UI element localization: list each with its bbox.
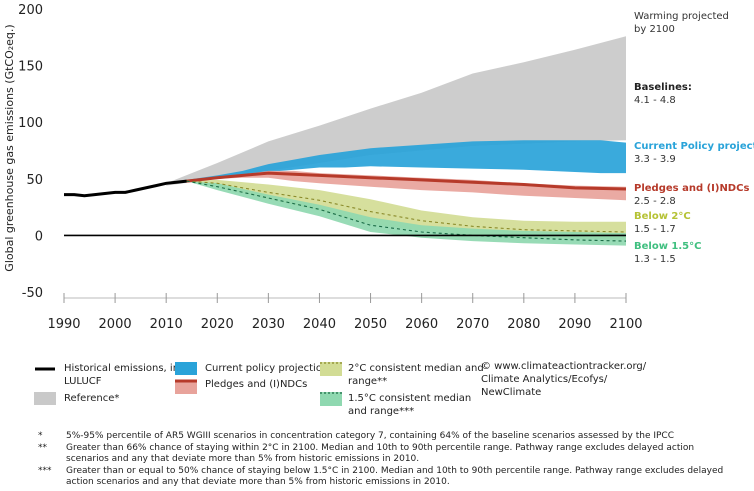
- x-tick-label: 2020: [201, 317, 234, 332]
- below15-title: Below 1.5°C: [634, 241, 702, 252]
- below2-label: Below 2°C 1.5 - 1.7: [634, 210, 691, 236]
- x-tick-label: 2060: [405, 317, 438, 332]
- 1-5-c-consistent-median-and-range-median-line: [186, 180, 627, 242]
- below2-value: 1.5 - 1.7: [634, 224, 676, 235]
- x-tick-label: 2090: [558, 317, 591, 332]
- reference-band: [166, 36, 626, 186]
- baselines-value: 4.1 - 4.8: [634, 95, 676, 106]
- y-axis-label: Global greenhouse gas emissions (GtCO₂eq…: [3, 24, 16, 271]
- footnotes: * 5%-95% percentile of AR5 WGIII scenari…: [38, 431, 738, 489]
- x-tick-label: 2100: [609, 317, 642, 332]
- footnote-mark: **: [38, 442, 47, 453]
- credit-text: © www.climateactiontracker.org/ Climate …: [481, 361, 647, 398]
- 2-c-consistent-median-and-range-band: [186, 179, 626, 240]
- current-policy-value: 3.3 - 3.9: [634, 154, 676, 165]
- x-tick-label: 1990: [47, 317, 80, 332]
- pledges-swatch: [175, 379, 197, 394]
- x-tick-label: 2080: [507, 317, 540, 332]
- one-five-deg-swatch: [320, 392, 342, 406]
- below15-value: 1.3 - 1.5: [634, 254, 676, 265]
- y-tick-label: 50: [26, 173, 43, 188]
- 2-c-consistent-median-and-range-median-line: [186, 180, 627, 233]
- footnote-mark: ***: [38, 465, 52, 476]
- y-axis-ticks: 200 150 100 50 0 -50: [18, 3, 43, 301]
- legend-two-deg-label: 2°C consistent median and range**: [348, 363, 484, 387]
- footnote: * 5%-95% percentile of AR5 WGIII scenari…: [38, 431, 738, 443]
- footnote-text: 5%-95% percentile of AR5 WGIII scenarios…: [66, 431, 675, 441]
- pledges-value: 2.5 - 2.8: [634, 196, 676, 207]
- 1-5-c-consistent-median-and-range-band: [186, 181, 626, 246]
- historical-series: [64, 179, 187, 198]
- y-tick-label: 0: [35, 229, 43, 244]
- current-policy-label: Current Policy projections 3.3 - 3.9: [634, 140, 754, 166]
- warming-header-text: Warming projected by 2100: [634, 11, 729, 35]
- x-tick-label: 2050: [354, 317, 387, 332]
- current-policy-projections-band: [186, 140, 626, 182]
- legend-one-five-deg-label: 1.5°C consistent median and range***: [348, 393, 472, 417]
- x-tick-label: 2070: [456, 317, 489, 332]
- footnote-mark: *: [38, 431, 43, 441]
- x-tick-label: 2040: [303, 317, 336, 332]
- range-bands: [166, 36, 626, 246]
- y-tick-label: 200: [18, 3, 43, 18]
- footnote-text: Greater than 66% chance of staying withi…: [66, 442, 695, 465]
- pledges-title: Pledges and (I)NDCs: [634, 183, 750, 194]
- legend-reference-label: Reference*: [64, 393, 120, 404]
- current-policy-title: Current Policy projections: [634, 141, 754, 152]
- two-deg-swatch: [320, 362, 342, 376]
- x-tick-label: 2010: [150, 317, 183, 332]
- below15-label: Below 1.5°C 1.3 - 1.5: [634, 240, 701, 266]
- footnote: ** Greater than 66% chance of staying wi…: [38, 443, 738, 466]
- y-tick-label: 100: [18, 116, 43, 131]
- median-lines: [186, 171, 627, 242]
- pledges-and-i-ndcs-band: [186, 170, 626, 201]
- warming-header-label: Warming projected by 2100: [634, 10, 744, 36]
- x-tick-label: 2000: [99, 317, 132, 332]
- below2-title: Below 2°C: [634, 211, 691, 222]
- legend-historical-label: Historical emissions, incl. LULUCF: [64, 363, 191, 387]
- historical-line-swatch: [35, 367, 55, 371]
- historical-emissions-line: [64, 179, 187, 198]
- baselines-label: Baselines: 4.1 - 4.8: [634, 81, 692, 107]
- legend-current-policy-label: Current policy projections: [205, 363, 334, 374]
- footnote-text: Greater than or equal to 50% chance of s…: [66, 465, 724, 488]
- reference-swatch: [34, 392, 56, 405]
- y-tick-label: 150: [18, 60, 43, 75]
- y-tick-label: -50: [22, 286, 43, 301]
- x-tick-label: 2030: [252, 317, 285, 332]
- footnote: *** Greater than or equal to 50% chance …: [38, 466, 738, 489]
- current-policy-swatch: [175, 362, 197, 375]
- x-axis-ticks: 1990 2000 2010 2020 2030 2040 2050 2060 2070 2080…: [47, 293, 643, 332]
- emissions-chart: 1990 2000 2010 2020 2030 2040 2050 2060 2070 2080…: [3, 3, 643, 332]
- pledges-and-i-ndcs-median-line: [186, 171, 627, 191]
- legend-pledges-label: Pledges and (I)NDCs: [205, 379, 308, 390]
- pledges-label: Pledges and (I)NDCs 2.5 - 2.8: [634, 182, 749, 208]
- baselines-title: Baselines:: [634, 82, 692, 93]
